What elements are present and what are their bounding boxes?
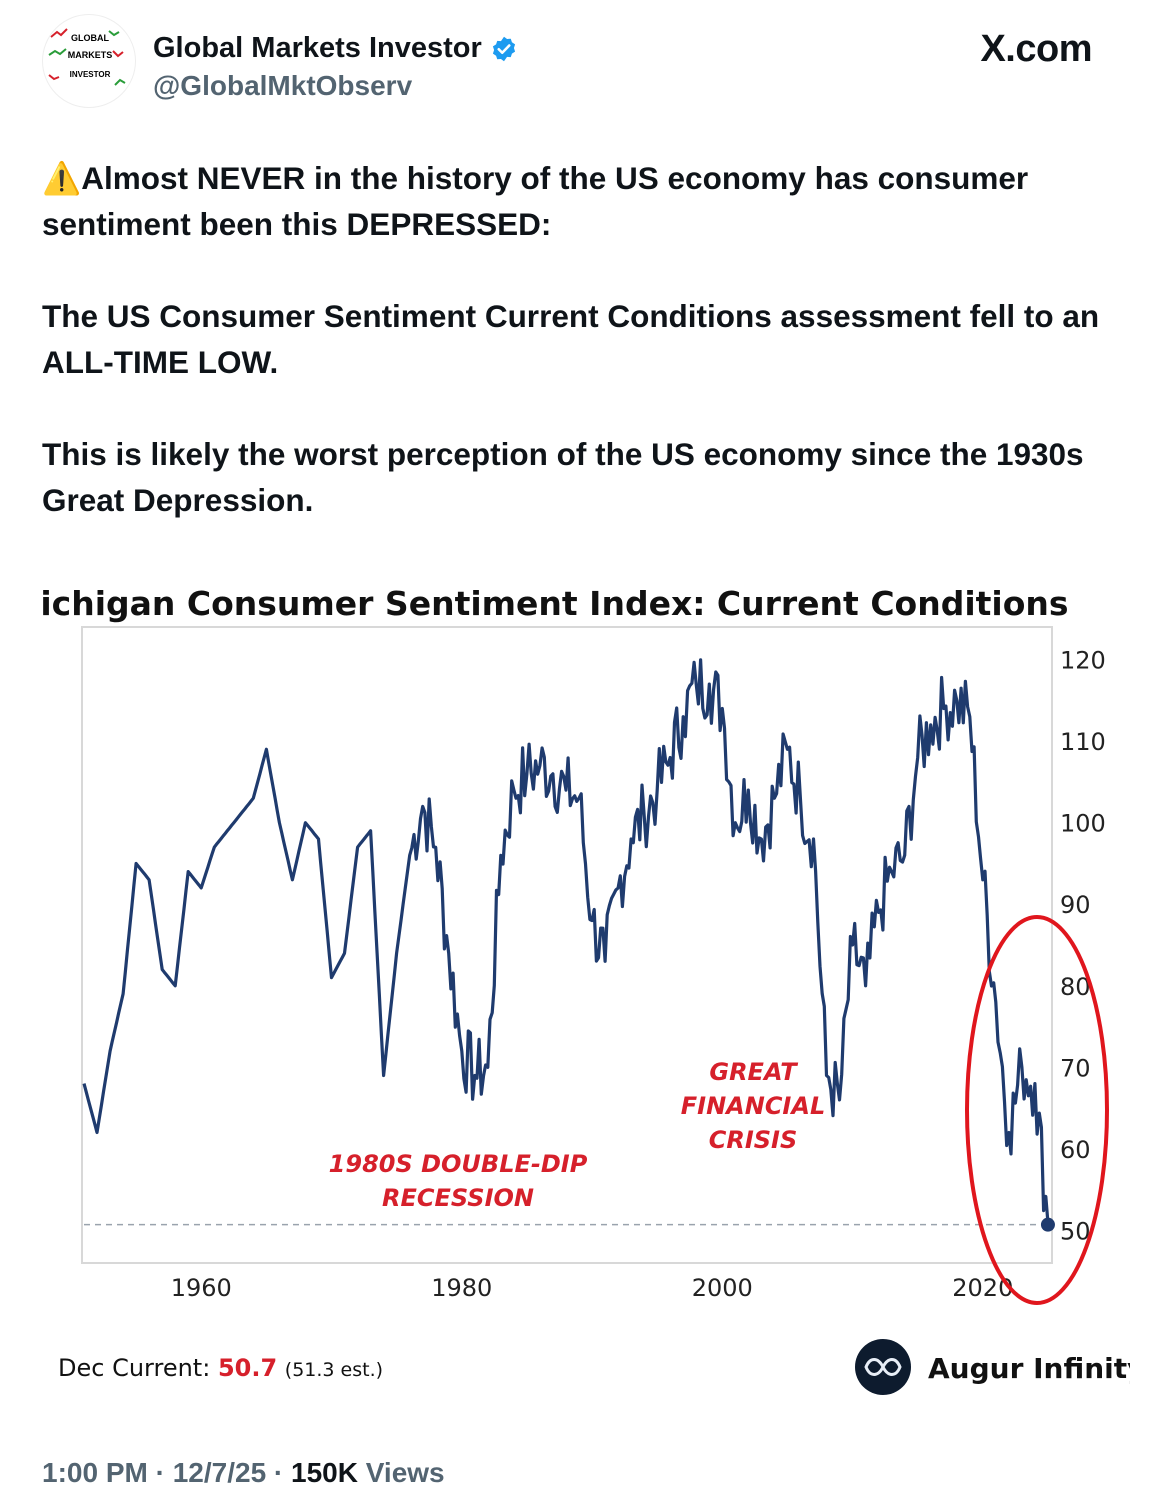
meta-separator-2: · <box>273 1457 284 1488</box>
y-tick-label: 80 <box>1060 973 1091 1001</box>
y-tick-label: 120 <box>1060 647 1106 675</box>
y-tick-label: 60 <box>1060 1136 1091 1164</box>
post-paragraph-3: This is likely the worst perception of t… <box>42 436 1084 518</box>
post-paragraph-1-text: Almost NEVER in the history of the US ec… <box>42 160 1029 242</box>
y-tick-label: 50 <box>1060 1217 1091 1245</box>
annotation-text-line: RECESSION <box>382 1184 534 1212</box>
annotation-text-line: 1980S DOUBLE-DIP <box>329 1150 588 1178</box>
y-tick-label: 100 <box>1060 810 1106 838</box>
chart-footer-current: Dec Current: 50.7 (51.3 est.) <box>58 1354 383 1382</box>
avatar-logo-icon: GLOBAL MARKETS INVESTOR <box>48 28 126 86</box>
chart-title: Michigan Consumer Sentiment Index: Curre… <box>40 584 1069 623</box>
post-meta: 1:00 PM · 12/7/25 · 150K Views <box>42 1457 445 1489</box>
y-tick-label: 110 <box>1060 728 1106 756</box>
warning-emoji-icon: ⚠️ <box>42 160 82 196</box>
meta-separator: · <box>155 1457 165 1488</box>
current-value-point <box>1040 1217 1055 1232</box>
x-tick-label: 1980 <box>431 1274 492 1302</box>
avatar-text-investor: INVESTOR <box>70 70 111 79</box>
sentiment-chart: Michigan Consumer Sentiment Index: Curre… <box>7 584 1145 1395</box>
avatar-text-markets: MARKETS <box>68 50 113 60</box>
site-logo: X.com <box>980 28 1092 70</box>
post-date[interactable]: 12/7/25 <box>172 1457 267 1488</box>
avatar-text-global: GLOBAL <box>71 33 109 43</box>
author-handle[interactable]: @GlobalMktObserv <box>153 70 413 101</box>
footer-value: 50.7 <box>218 1354 277 1382</box>
annotation-text-line: FINANCIAL <box>681 1092 825 1120</box>
post-text: ⚠️Almost NEVER in the history of the US … <box>42 155 1127 569</box>
x-axis: 1960 1980 2000 2020 <box>171 1274 1014 1302</box>
footer-label: Dec Current: <box>58 1354 210 1382</box>
annotation-1980s-recession: 1980S DOUBLE-DIP RECESSION <box>329 1150 588 1212</box>
post-paragraph-2: The US Consumer Sentiment Current Condit… <box>42 298 1100 380</box>
author-name-row: Global Markets Investor <box>153 32 518 65</box>
highlight-circle <box>965 915 1109 1305</box>
y-tick-label: 70 <box>1060 1054 1091 1082</box>
annotation-text-line: CRISIS <box>709 1126 798 1154</box>
post-time[interactable]: 1:00 PM <box>42 1457 148 1488</box>
augur-logo-icon <box>855 1339 911 1395</box>
views-count[interactable]: 150K <box>291 1457 358 1488</box>
footer-estimate: (51.3 est.) <box>285 1359 383 1381</box>
source-label: Augur Infinity <box>928 1352 1130 1385</box>
annotation-text-line: GREAT <box>709 1058 798 1086</box>
post-header: GLOBAL MARKETS INVESTOR Global Markets I… <box>42 12 1122 112</box>
x-tick-label: 1960 <box>171 1274 232 1302</box>
views-label: Views <box>365 1457 445 1488</box>
annotation-great-financial-crisis: GREAT FINANCIAL CRISIS <box>681 1058 825 1154</box>
verified-badge-icon <box>492 36 515 61</box>
chart-image[interactable]: Michigan Consumer Sentiment Index: Curre… <box>7 570 1145 1410</box>
x-tick-label: 2000 <box>692 1274 753 1302</box>
sentiment-series-line <box>82 658 1050 1223</box>
author-avatar[interactable]: GLOBAL MARKETS INVESTOR <box>42 14 136 108</box>
author-name[interactable]: Global Markets Investor <box>153 32 482 64</box>
y-tick-label: 90 <box>1060 891 1091 919</box>
post-paragraph-1: ⚠️Almost NEVER in the history of the US … <box>42 155 1127 247</box>
y-axis: 50 60 70 80 90 100 110 120 <box>1060 647 1106 1246</box>
plot-frame <box>81 626 1053 1264</box>
